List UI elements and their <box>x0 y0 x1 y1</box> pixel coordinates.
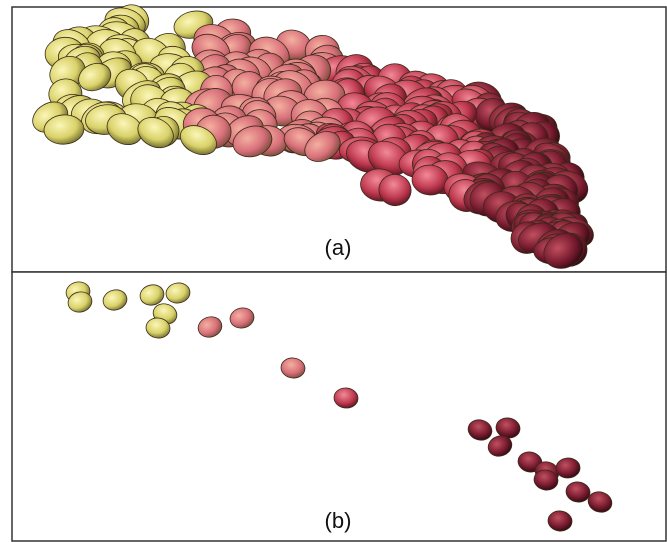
panel-label: (a) <box>325 235 352 260</box>
cell <box>145 317 171 339</box>
cell <box>139 284 165 306</box>
cell <box>280 357 306 379</box>
cell <box>533 469 559 491</box>
cell <box>165 282 191 304</box>
cell <box>102 289 128 311</box>
cell <box>547 510 573 532</box>
panel-b-cluster <box>65 281 613 532</box>
cell <box>543 232 584 269</box>
panel-label: (b) <box>325 508 352 533</box>
cell <box>179 125 217 155</box>
cell <box>487 435 513 457</box>
cell <box>555 457 581 479</box>
cell <box>67 291 93 313</box>
cell <box>304 131 341 162</box>
cell <box>565 481 591 503</box>
cell <box>467 419 493 441</box>
cell <box>587 491 613 513</box>
cell <box>78 63 112 92</box>
cell <box>333 387 359 409</box>
cell <box>197 316 223 338</box>
cell <box>43 114 85 145</box>
panel-b-frame <box>11 271 667 542</box>
cell <box>232 125 273 158</box>
cell <box>229 307 255 329</box>
panel-a-cluster <box>32 4 594 269</box>
cell <box>378 173 412 207</box>
cell <box>137 117 174 149</box>
